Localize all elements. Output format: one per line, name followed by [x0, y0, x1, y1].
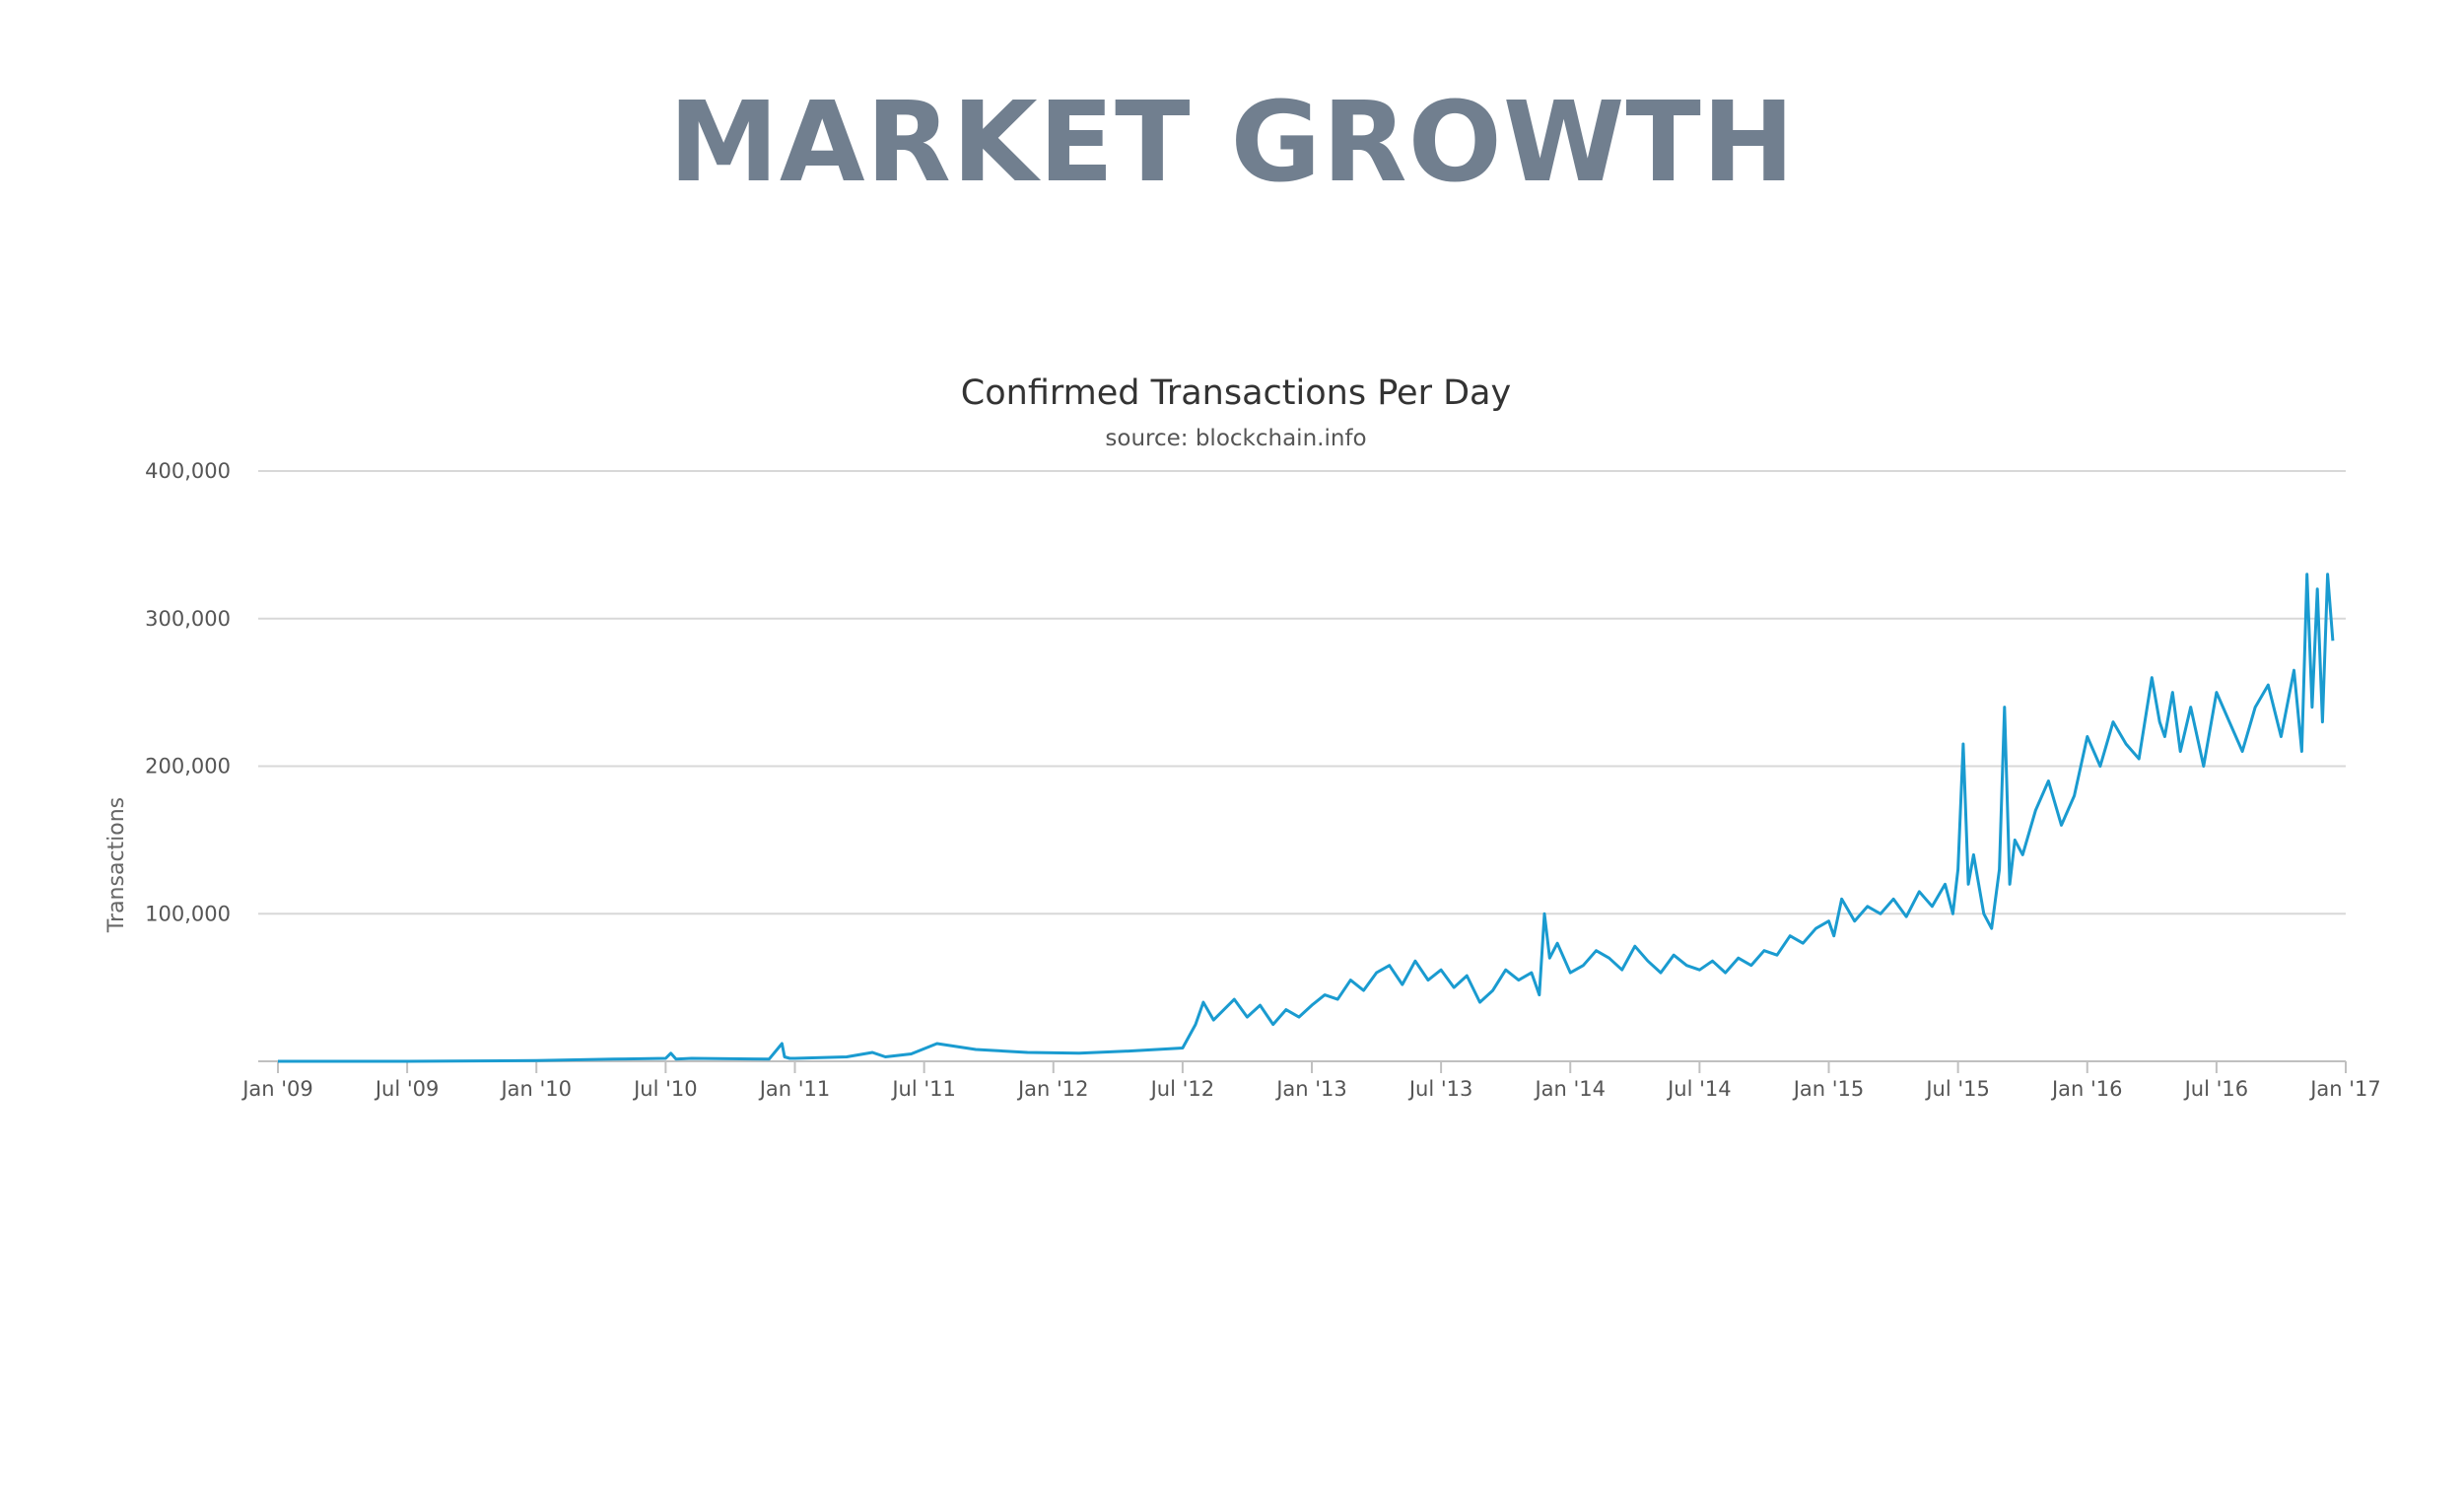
x-axis-ticks: Jan '09 Jul '09 Jan '10 Jul '10 Jan '11 Jul '…: [240, 1061, 2381, 1101]
x-tick-label: Jul '10: [632, 1077, 698, 1101]
x-tick-label: Jul '14: [1666, 1077, 1732, 1101]
x-tick-label: Jul '13: [1407, 1077, 1473, 1101]
x-tick-label: Jan '13: [1274, 1077, 1347, 1101]
grid-lines: [258, 470, 2346, 1062]
chart-subtitle: source: blockchain.info: [1105, 426, 1366, 451]
y-tick-label: 200,000: [145, 755, 231, 778]
x-tick-label: Jan '09: [240, 1077, 313, 1101]
chart-title: Confirmed Transactions Per Day: [961, 373, 1511, 413]
y-tick-label: 300,000: [145, 607, 231, 631]
x-tick-label: Jan '11: [758, 1077, 831, 1101]
series-layer: [278, 573, 2335, 1063]
series-line: [278, 573, 2335, 1063]
y-tick-label: 100,000: [145, 902, 231, 925]
x-tick-label: Jan '12: [1016, 1077, 1089, 1101]
x-tick-label: Jul '09: [374, 1077, 440, 1101]
x-tick-label: Jan '14: [1533, 1077, 1606, 1101]
x-tick-label: Jul '12: [1149, 1077, 1215, 1101]
x-tick-label: Jan '15: [1792, 1077, 1865, 1101]
y-axis-ticks: 100,000 200,000 300,000 400,000: [145, 459, 231, 925]
x-tick-label: Jan '17: [2308, 1077, 2381, 1101]
x-tick-label: Jul '16: [2183, 1077, 2249, 1101]
x-tick-label: Jul '15: [1924, 1077, 1990, 1101]
x-tick-label: Jan '16: [2050, 1077, 2123, 1101]
y-axis-label: Transactions: [104, 797, 129, 933]
x-tick-label: Jan '10: [499, 1077, 572, 1101]
y-tick-label: 400,000: [145, 459, 231, 483]
slide-title: MARKET GROWTH: [668, 79, 1796, 207]
x-tick-label: Jul '11: [890, 1077, 956, 1101]
